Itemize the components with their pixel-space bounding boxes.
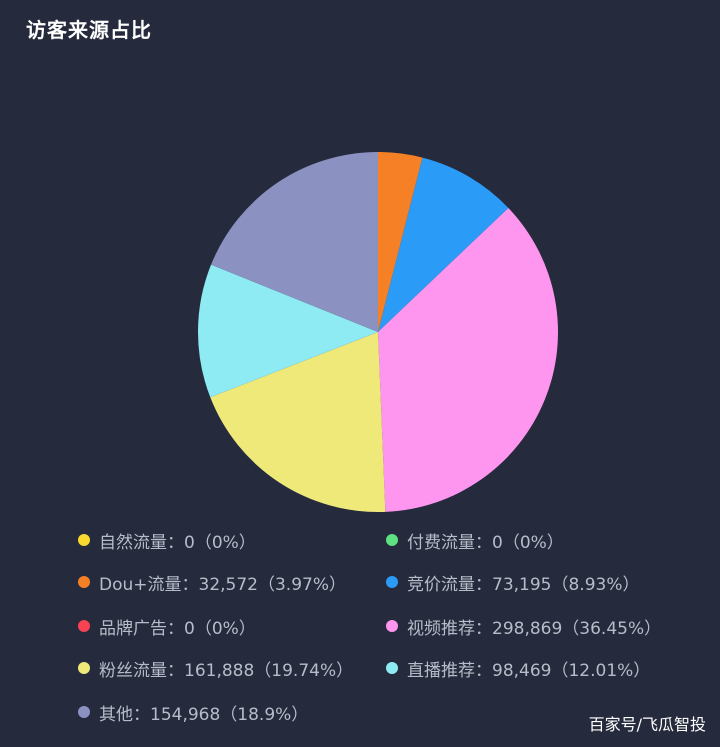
chart-title: 访客来源占比 — [26, 18, 152, 42]
pie-slice-6[interactable] — [210, 332, 386, 512]
legend-item-5[interactable]: 视频推荐：298,869（36.45%） — [386, 614, 662, 639]
legend-item-8[interactable]: 其他：154,968（18.9%） — [78, 700, 309, 725]
legend-marker — [78, 620, 90, 632]
legend-item-3[interactable]: 竞价流量：73,195（8.93%） — [386, 570, 640, 595]
pie-chart — [198, 152, 558, 512]
pie-slice-5[interactable] — [378, 207, 558, 512]
legend-label: 直播推荐：98,469（12.01%） — [407, 660, 651, 681]
watermark: 百家号/飞瓜智投 — [588, 715, 706, 734]
pie-slice-2[interactable] — [378, 152, 423, 332]
legend-label: 品牌广告：0（0%） — [99, 618, 256, 639]
legend-item-2[interactable]: Dou+流量：32,572（3.97%） — [78, 570, 346, 595]
legend-marker — [78, 576, 90, 588]
legend-marker — [386, 534, 398, 546]
legend-item-7[interactable]: 直播推荐：98,469（12.01%） — [386, 656, 651, 681]
legend-label: 自然流量：0（0%） — [99, 532, 256, 553]
legend-label: 粉丝流量：161,888（19.74%） — [99, 660, 354, 681]
legend-marker — [78, 534, 90, 546]
legend-label: 竞价流量：73,195（8.93%） — [407, 574, 640, 595]
legend-label: 其他：154,968（18.9%） — [99, 704, 309, 725]
legend-label: 付费流量：0（0%） — [407, 532, 564, 553]
legend-marker — [386, 662, 398, 674]
legend-item-0[interactable]: 自然流量：0（0%） — [78, 528, 256, 553]
pie-slice-3[interactable] — [378, 157, 509, 332]
legend-label: 视频推荐：298,869（36.45%） — [407, 618, 662, 639]
legend-item-6[interactable]: 粉丝流量：161,888（19.74%） — [78, 656, 354, 681]
legend-item-4[interactable]: 品牌广告：0（0%） — [78, 614, 256, 639]
legend-marker — [78, 706, 90, 718]
pie-slice-8[interactable] — [211, 152, 378, 332]
legend-marker — [78, 662, 90, 674]
legend-item-1[interactable]: 付费流量：0（0%） — [386, 528, 564, 553]
legend-marker — [386, 620, 398, 632]
legend-label: Dou+流量：32,572（3.97%） — [99, 574, 346, 595]
pie-slice-7[interactable] — [198, 264, 378, 398]
legend-marker — [386, 576, 398, 588]
